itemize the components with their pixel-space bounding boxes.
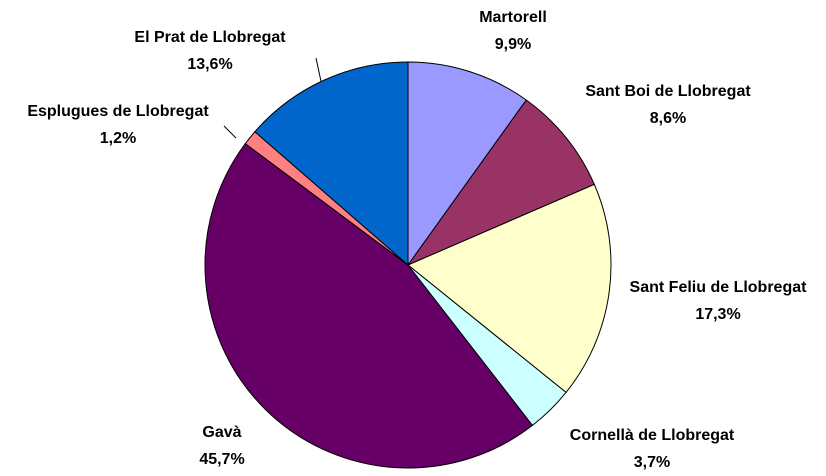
- slice-value-label: 17,3%: [695, 306, 740, 323]
- slice-label: Sant Boi de Llobregat: [585, 83, 751, 100]
- leader-line: [223, 125, 237, 139]
- slice-value-label: 1,2%: [100, 130, 136, 147]
- pie-slice: [254, 61, 409, 267]
- slice-label: Sant Feliu de Llobregat: [630, 279, 808, 296]
- slice-label: Martorell: [479, 9, 547, 26]
- slice-value-label: 8,6%: [650, 110, 686, 127]
- pie-slice: [204, 142, 534, 469]
- pie-slice: [406, 99, 595, 267]
- slice-value-label: 3,7%: [634, 454, 670, 471]
- pie-slice: [407, 61, 527, 267]
- pie-slice: [407, 183, 612, 394]
- slice-label: Cornellà de Llobregat: [570, 427, 735, 444]
- slice-label: El Prat de Llobregat: [134, 29, 286, 46]
- slice-value-label: 13,6%: [187, 56, 232, 73]
- slice-value-label: 9,9%: [495, 36, 531, 53]
- slice-label: Gavà: [202, 424, 241, 441]
- slice-label: Esplugues de Llobregat: [27, 103, 209, 120]
- slice-value-label: 45,7%: [199, 451, 244, 468]
